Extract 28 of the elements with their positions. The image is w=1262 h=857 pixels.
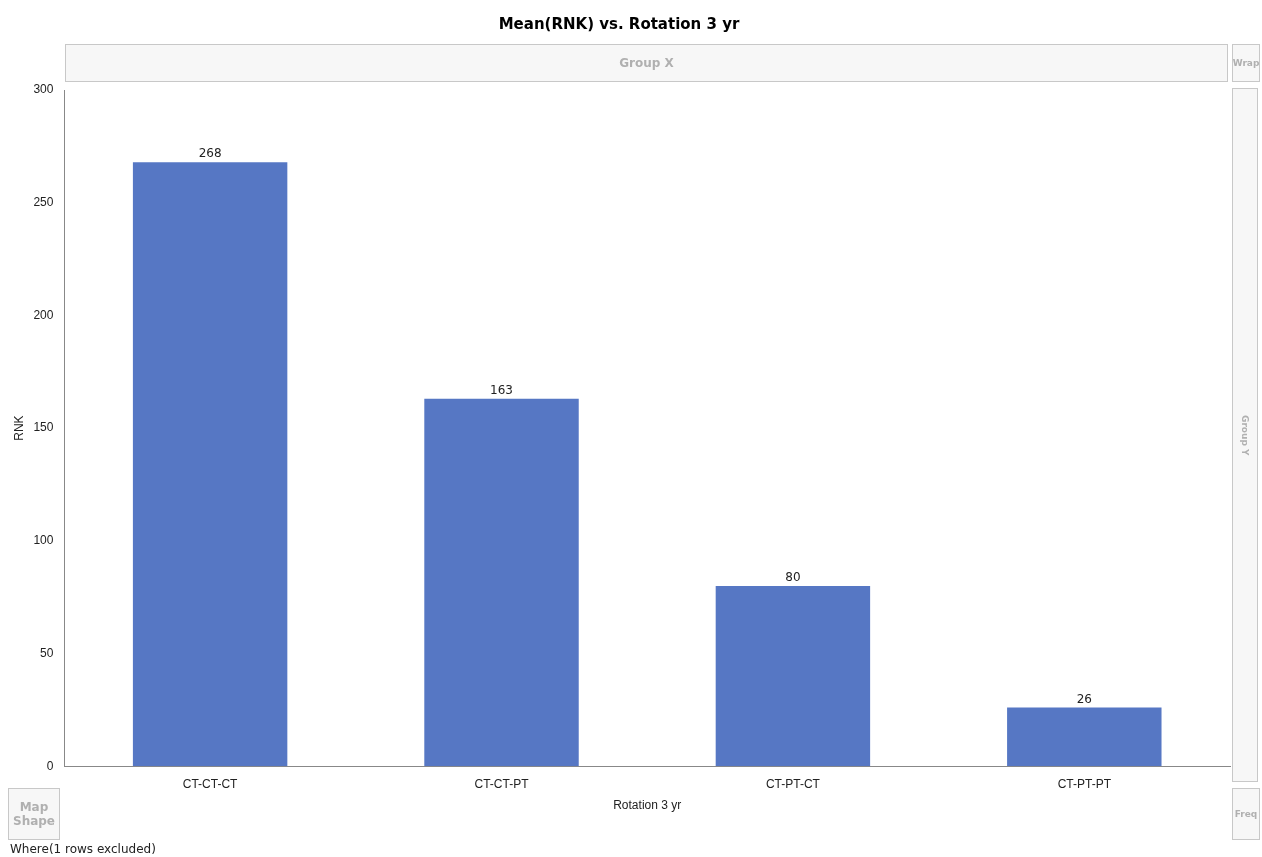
- chart-title: Mean(RNK) vs. Rotation 3 yr: [498, 14, 740, 33]
- x-tick-label: CT-CT-PT: [474, 776, 530, 791]
- bar: [715, 585, 871, 767]
- bar: [424, 398, 579, 767]
- text: Where(1 rows excluded): [10, 842, 156, 856]
- data-label: 268: [198, 146, 222, 161]
- bar: [1007, 707, 1162, 767]
- data-label: 80: [785, 570, 801, 585]
- data-label: 26: [1076, 691, 1092, 706]
- text: Freq: [1234, 809, 1258, 819]
- text: Wrap: [1232, 58, 1260, 68]
- x-tick-label: CT-CT-CT: [182, 776, 239, 791]
- y-axis-title: RNK: [11, 415, 26, 441]
- data-label: 163: [490, 382, 513, 397]
- x-axis-title: Rotation 3 yr: [613, 798, 682, 813]
- bar: [132, 162, 288, 767]
- y-tick-label: 250: [33, 195, 54, 210]
- x-tick-label: CT-PT-CT: [765, 776, 821, 791]
- y-tick-label: 0: [46, 758, 54, 773]
- y-tick-label: 150: [33, 420, 54, 435]
- y-tick-label: 300: [33, 82, 54, 97]
- text: Map Shape: [12, 800, 56, 828]
- x-tick-label: CT-PT-PT: [1057, 776, 1112, 791]
- y-tick-label: 200: [33, 307, 54, 322]
- y-tick-label: 100: [33, 533, 54, 548]
- text: Group X: [619, 56, 674, 70]
- y-tick-label: 50: [40, 645, 54, 660]
- text: Group Y: [1240, 414, 1250, 456]
